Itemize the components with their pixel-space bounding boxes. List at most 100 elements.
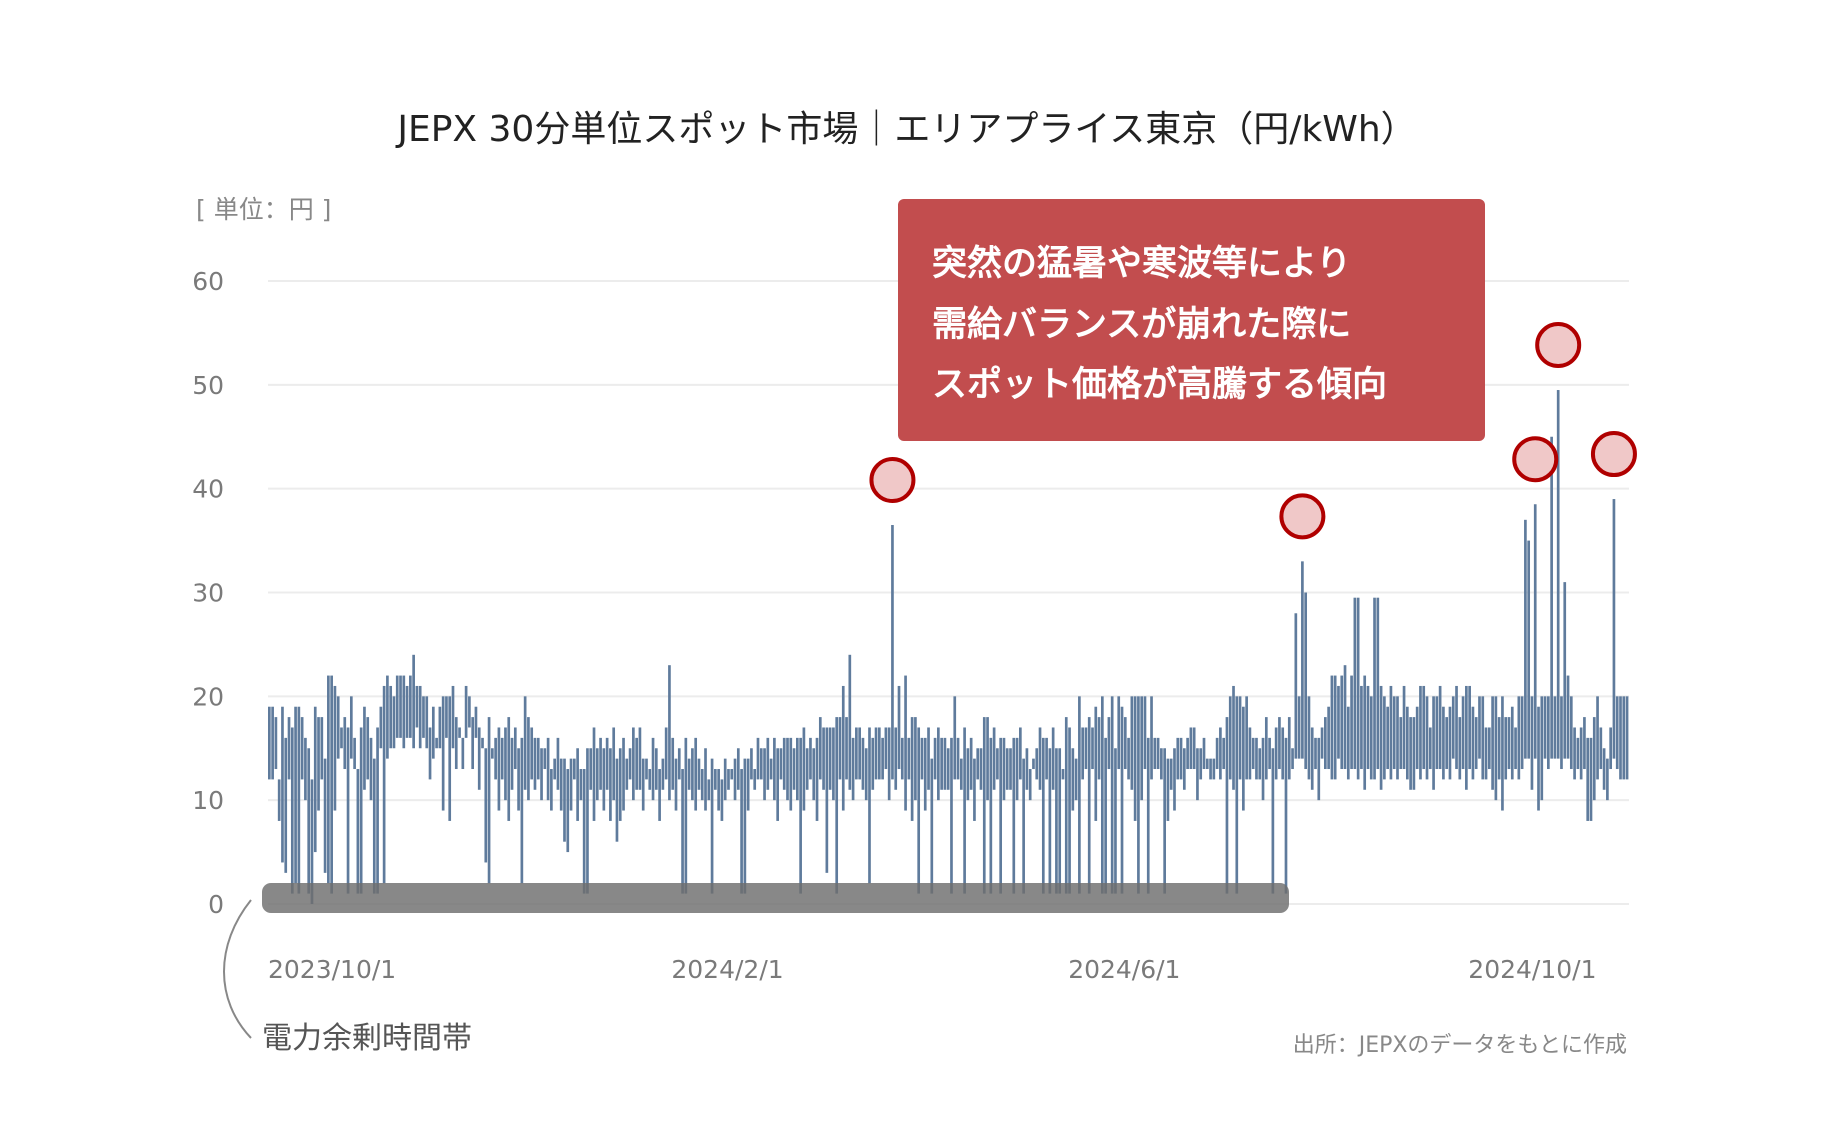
range-bar xyxy=(792,748,796,790)
range-bar xyxy=(1235,696,1239,894)
annotation-box: 突然の猛暑や寒波等により 需給バランスが崩れた際に スポット価格が高騰する傾向 xyxy=(898,199,1485,441)
range-bar xyxy=(1445,717,1449,770)
range-bar xyxy=(1012,737,1016,894)
range-bar xyxy=(1114,748,1117,894)
range-bar xyxy=(1255,737,1258,780)
range-bar xyxy=(1451,696,1455,759)
annotation-line-2: 需給バランスが崩れた際に xyxy=(932,305,1351,345)
range-bar xyxy=(1179,737,1183,780)
range-bar xyxy=(1061,769,1065,780)
range-bar xyxy=(1032,758,1035,770)
x-tick-label: 2024/10/1 xyxy=(1468,955,1596,984)
range-bar xyxy=(1360,685,1363,770)
range-bar xyxy=(543,748,547,770)
range-bar xyxy=(700,769,704,801)
range-bar xyxy=(290,727,294,894)
range-bar xyxy=(399,675,402,738)
range-bar xyxy=(1579,727,1583,780)
range-bar xyxy=(1606,758,1609,801)
range-bar xyxy=(651,737,655,801)
spike-marker xyxy=(1512,436,1559,483)
range-bar xyxy=(353,737,356,770)
range-bar xyxy=(973,758,976,821)
range-bar xyxy=(451,685,455,749)
range-bar xyxy=(864,748,868,801)
y-tick-label: 60 xyxy=(192,267,224,296)
range-bar xyxy=(1484,727,1488,780)
range-bar xyxy=(786,737,789,801)
range-bar xyxy=(1468,685,1471,770)
range-bar xyxy=(789,737,793,811)
range-bar xyxy=(999,737,1003,894)
range-bar xyxy=(1442,706,1445,780)
range-bar xyxy=(1297,696,1301,759)
range-bar xyxy=(668,665,671,801)
range-bar xyxy=(1317,737,1321,801)
range-bar xyxy=(530,727,534,780)
range-bar xyxy=(317,717,320,811)
range-bar xyxy=(497,727,501,811)
range-bar xyxy=(582,769,586,894)
range-bar xyxy=(1615,696,1619,770)
range-bar xyxy=(330,675,333,894)
range-bar xyxy=(327,675,330,884)
range-bar xyxy=(923,737,927,811)
range-bar xyxy=(720,779,724,821)
range-bar xyxy=(1219,727,1222,780)
range-bar xyxy=(576,748,579,821)
range-bar xyxy=(1192,727,1196,770)
range-bar xyxy=(271,706,274,780)
range-bar xyxy=(481,737,484,749)
range-bar xyxy=(1550,436,1553,759)
range-bar xyxy=(753,769,757,790)
range-bar xyxy=(389,685,393,749)
range-bar xyxy=(1547,696,1550,770)
range-bar xyxy=(848,654,852,790)
range-bar xyxy=(1251,737,1255,770)
range-bar xyxy=(1025,748,1029,790)
range-bar xyxy=(1278,717,1281,770)
range-bar xyxy=(320,717,324,780)
range-bar xyxy=(1553,696,1557,759)
unit-label: [ 単位：円 ] xyxy=(196,195,331,224)
range-bar xyxy=(1596,696,1599,780)
range-bar xyxy=(1514,727,1517,770)
y-tick-label: 10 xyxy=(192,786,224,815)
range-bar xyxy=(435,737,438,749)
range-bar xyxy=(1225,717,1229,894)
range-bar xyxy=(714,769,717,790)
range-bar xyxy=(517,748,520,811)
range-bar xyxy=(1396,696,1399,780)
y-tick-label: 50 xyxy=(192,371,224,400)
range-bar xyxy=(409,675,412,738)
range-bar xyxy=(1182,748,1186,790)
range-bar xyxy=(1330,675,1334,780)
range-bar xyxy=(1337,685,1340,759)
range-bar xyxy=(766,737,770,790)
range-bar xyxy=(392,696,396,749)
range-bar xyxy=(1589,737,1593,821)
x-tick-label: 2024/6/1 xyxy=(1068,955,1180,984)
range-bar xyxy=(1343,665,1347,770)
range-bar xyxy=(284,737,288,873)
range-bar xyxy=(1258,748,1262,780)
range-bar xyxy=(605,737,609,790)
range-bar xyxy=(556,737,560,790)
range-bar xyxy=(1327,706,1330,770)
range-bar xyxy=(832,727,835,801)
range-bar xyxy=(841,685,845,811)
range-bar xyxy=(805,748,809,790)
range-bar xyxy=(707,779,711,801)
range-bar xyxy=(1294,613,1298,759)
range-bar xyxy=(648,769,652,790)
range-bar xyxy=(572,758,576,780)
range-bar xyxy=(1520,696,1524,770)
range-bar xyxy=(1215,737,1219,770)
range-bar xyxy=(1599,727,1603,770)
range-bar xyxy=(1160,748,1163,780)
range-bar xyxy=(602,748,606,811)
range-bar xyxy=(641,758,645,811)
range-bar xyxy=(996,748,999,780)
surplus-band-label: 電力余剰時間帯 xyxy=(262,1021,472,1056)
range-bar xyxy=(363,706,366,790)
